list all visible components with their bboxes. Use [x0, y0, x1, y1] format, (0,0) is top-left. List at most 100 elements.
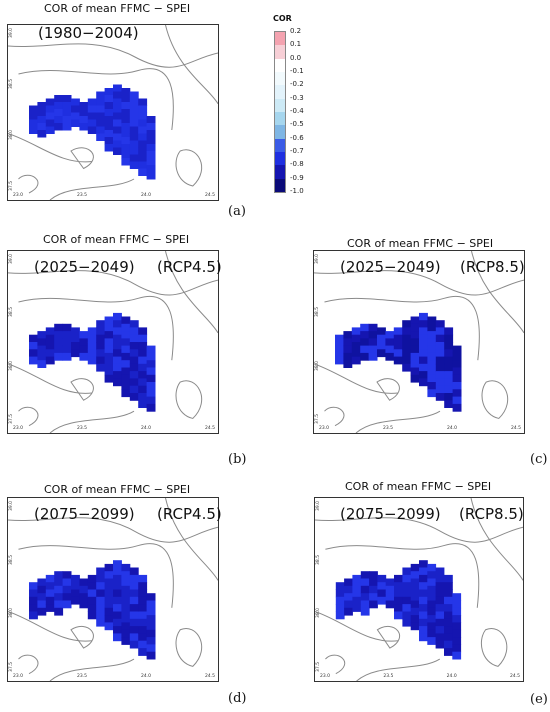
- grid-cell: [410, 571, 420, 579]
- grid-cell: [444, 596, 453, 605]
- grid-cell: [138, 342, 148, 350]
- grid-cell: [410, 607, 420, 616]
- grid-cell: [138, 133, 148, 141]
- grid-cell: [360, 323, 370, 332]
- coastline-boundary: [324, 406, 345, 427]
- grid-cell: [452, 615, 462, 623]
- grid-cell: [452, 607, 462, 616]
- grid-cell: [113, 320, 122, 328]
- grid-cell: [129, 618, 139, 627]
- grid-cell: [96, 611, 106, 620]
- grid-cell: [121, 615, 131, 623]
- grid-cell: [427, 352, 437, 361]
- grid-cell: [146, 396, 156, 405]
- grid-cell: [146, 607, 156, 616]
- x-tick-label: 24.0: [141, 674, 152, 679]
- grid-cell: [452, 389, 462, 398]
- grid-cell: [129, 342, 139, 350]
- grid-cell: [29, 611, 38, 620]
- x-tick-label: 23.5: [77, 674, 88, 679]
- grid-cell: [410, 622, 420, 631]
- grid-cell: [393, 342, 403, 350]
- grid-cell: [121, 578, 131, 587]
- grid-cell: [104, 116, 114, 124]
- legend-title: COR: [273, 14, 292, 23]
- x-tick-label: 23.0: [319, 426, 330, 431]
- grid-cell: [352, 574, 362, 583]
- coastline-boundary: [470, 498, 523, 581]
- coastline-boundary: [70, 147, 94, 170]
- grid-cell: [435, 378, 445, 387]
- grid-cell: [54, 116, 64, 124]
- grid-cell: [138, 363, 148, 372]
- grid-cell: [87, 112, 97, 120]
- panel-b-map: [7, 250, 219, 434]
- grid-cell: [79, 352, 89, 361]
- grid-cell: [71, 327, 80, 336]
- grid-cell: [410, 593, 420, 601]
- grid-cell: [62, 123, 72, 131]
- grid-cell: [351, 327, 361, 336]
- grid-cell: [146, 593, 156, 601]
- grid-cell: [410, 360, 420, 368]
- grid-cell: [138, 648, 148, 656]
- grid-cell: [129, 371, 139, 379]
- y-tick-label: 37.5: [315, 413, 320, 424]
- grid-cell: [121, 345, 131, 354]
- grid-cell: [335, 604, 345, 612]
- grid-cell: [435, 371, 445, 379]
- grid-cell: [87, 604, 97, 612]
- grid-cell: [37, 331, 47, 339]
- grid-cell: [113, 312, 122, 321]
- grid-cell: [29, 112, 38, 120]
- grid-cell: [138, 604, 148, 612]
- grid-cell: [138, 618, 148, 627]
- grid-cell: [37, 109, 47, 117]
- grid-cell: [444, 574, 453, 583]
- coastline-boundary: [18, 406, 39, 427]
- grid-cell: [96, 604, 106, 612]
- grid-cell: [146, 165, 156, 173]
- grid-cell: [96, 133, 106, 141]
- grid-cell: [360, 607, 370, 616]
- grid-cell: [377, 582, 387, 590]
- grid-cell: [385, 585, 395, 594]
- colorbar-tick-label: -0.7: [290, 147, 304, 155]
- grid-cell: [444, 604, 453, 612]
- grid-cell: [54, 345, 64, 354]
- grid-cell: [138, 640, 148, 649]
- grid-cell: [452, 644, 462, 653]
- grid-cell: [138, 356, 148, 365]
- grid-cell: [113, 596, 122, 605]
- grid-cell: [419, 596, 428, 605]
- grid-cell: [71, 574, 80, 583]
- grid-cell: [79, 338, 89, 347]
- grid-cell: [419, 327, 428, 336]
- grid-cell: [62, 571, 72, 579]
- coastline-boundary: [481, 380, 509, 419]
- grid-cell: [444, 640, 453, 649]
- colorbar-tick-label: 0.0: [290, 53, 302, 62]
- grid-cell: [444, 400, 454, 408]
- grid-cell: [87, 126, 97, 134]
- grid-cell: [121, 637, 131, 645]
- grid-cell: [146, 360, 156, 368]
- grid-cell: [129, 91, 139, 99]
- grid-cell: [62, 331, 72, 339]
- grid-cell: [138, 574, 148, 583]
- grid-cell: [113, 604, 122, 612]
- grid-cell: [377, 334, 386, 343]
- grid-cell: [87, 611, 97, 620]
- grid-cell: [121, 360, 131, 368]
- x-tick-label: 24.5: [205, 674, 216, 679]
- grid-cell: [96, 574, 106, 583]
- grid-cell: [129, 589, 139, 598]
- grid-cell: [129, 378, 139, 387]
- grid-cell: [377, 342, 386, 350]
- grid-cell: [427, 578, 437, 587]
- grid-cell: [54, 585, 64, 594]
- y-tick-label: 39.0: [9, 500, 14, 511]
- grid-cell: [410, 323, 420, 332]
- grid-cell: [104, 367, 114, 376]
- colorbar-segment: [275, 178, 285, 192]
